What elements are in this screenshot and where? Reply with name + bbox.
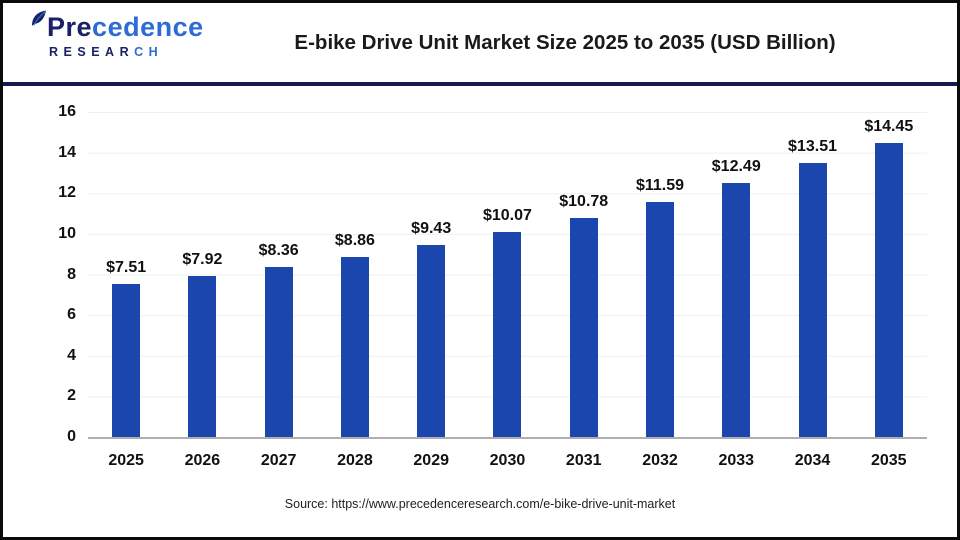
x-axis-label: 2032 bbox=[642, 452, 678, 469]
header: Precedence RESEARCH E-bike Drive Unit Ma… bbox=[3, 3, 957, 82]
bar bbox=[493, 232, 522, 437]
y-axis-tick-label: 6 bbox=[67, 306, 76, 324]
bar-column: $14.45 bbox=[851, 112, 927, 437]
bar-value-label: $8.36 bbox=[258, 242, 299, 260]
y-axis-tick-label: 14 bbox=[58, 143, 76, 161]
bar bbox=[112, 284, 141, 437]
y-axis-tick-label: 8 bbox=[67, 265, 76, 283]
logo-subtitle-part1: RESEAR bbox=[49, 45, 135, 59]
bar-column: $7.92 bbox=[164, 112, 240, 437]
x-axis-label: 2034 bbox=[794, 452, 831, 469]
bar-value-label: $13.51 bbox=[788, 137, 837, 155]
x-axis-label: 2031 bbox=[565, 452, 602, 469]
bar-value-label: $11.59 bbox=[635, 176, 685, 194]
leaf-icon bbox=[31, 5, 47, 32]
bar bbox=[874, 143, 903, 437]
x-axis-label: 2027 bbox=[260, 452, 297, 469]
bar-column: $7.51 bbox=[88, 112, 164, 437]
logo-text-part1: Pre bbox=[47, 12, 93, 42]
header-divider bbox=[3, 82, 957, 86]
bar bbox=[417, 245, 446, 437]
bar-value-label: $7.92 bbox=[182, 251, 223, 269]
bar-column: $13.51 bbox=[774, 112, 850, 437]
x-axis-label: 2028 bbox=[337, 452, 373, 469]
y-axis-tick-label: 2 bbox=[67, 387, 76, 405]
x-labels-row: 2025 2026 2027 2028 2029 2030 2031 2032 2033 2034… bbox=[88, 452, 927, 470]
bar-column: $9.43 bbox=[393, 112, 469, 437]
bar-value-label: $10.78 bbox=[559, 193, 609, 211]
source-text: Source: https://www.precedenceresearch.c… bbox=[284, 497, 676, 511]
bar-value-label: $10.07 bbox=[482, 207, 532, 225]
bar-column: $8.36 bbox=[241, 112, 317, 437]
bar-chart-plot-area: 0 2 4 6 8 10 12 14 16 $7.51 $7.92 $8.36 $8.86 $9.43 $… bbox=[58, 103, 927, 445]
page-title: E-bike Drive Unit Market Size 2025 to 20… bbox=[294, 30, 836, 54]
bar-column: $8.86 bbox=[317, 112, 393, 437]
bar-column: $10.78 bbox=[546, 112, 622, 437]
y-axis-tick-label: 10 bbox=[58, 224, 76, 242]
bar bbox=[722, 183, 751, 437]
bar-value-label: $7.51 bbox=[106, 259, 147, 277]
bar-value-label: $14.45 bbox=[864, 118, 914, 136]
logo-subtitle: RESEARCH bbox=[33, 46, 204, 59]
x-axis-label: 2025 bbox=[108, 452, 144, 469]
y-axis-tick-label: 4 bbox=[67, 346, 76, 364]
bar bbox=[569, 218, 598, 437]
bar-column: $12.49 bbox=[698, 112, 774, 437]
logo-subtitle-part2: CH bbox=[134, 45, 164, 59]
precedence-research-logo: Precedence RESEARCH bbox=[32, 10, 204, 59]
y-axis-tick-label: 0 bbox=[67, 428, 76, 445]
bar-column: $10.07 bbox=[469, 112, 545, 437]
y-axis-tick-label: 16 bbox=[58, 103, 76, 120]
bar bbox=[798, 162, 827, 437]
logo-wordmark: Precedence bbox=[32, 10, 204, 42]
bar bbox=[645, 201, 674, 437]
x-axis-label: 2029 bbox=[413, 452, 449, 469]
bar bbox=[340, 257, 369, 437]
x-axis-label: 2035 bbox=[870, 452, 907, 469]
bar-value-label: $8.86 bbox=[334, 232, 375, 250]
bar-column: $11.59 bbox=[622, 112, 698, 437]
x-axis-label: 2033 bbox=[718, 452, 755, 469]
bars-row: $7.51 $7.92 $8.36 $8.86 $9.43 $10.07 $10.78 $11… bbox=[88, 112, 927, 437]
y-axis-labels: 0 2 4 6 8 10 12 14 16 bbox=[24, 103, 76, 445]
logo-text-part2: cedence bbox=[92, 12, 204, 42]
bar-value-label: $9.43 bbox=[411, 220, 452, 238]
x-axis-label: 2030 bbox=[489, 452, 526, 469]
x-axis-label: 2026 bbox=[184, 452, 221, 469]
bar bbox=[264, 267, 293, 437]
bar-value-label: $12.49 bbox=[711, 158, 761, 176]
y-axis-tick-label: 12 bbox=[58, 184, 76, 202]
bar bbox=[188, 276, 217, 437]
